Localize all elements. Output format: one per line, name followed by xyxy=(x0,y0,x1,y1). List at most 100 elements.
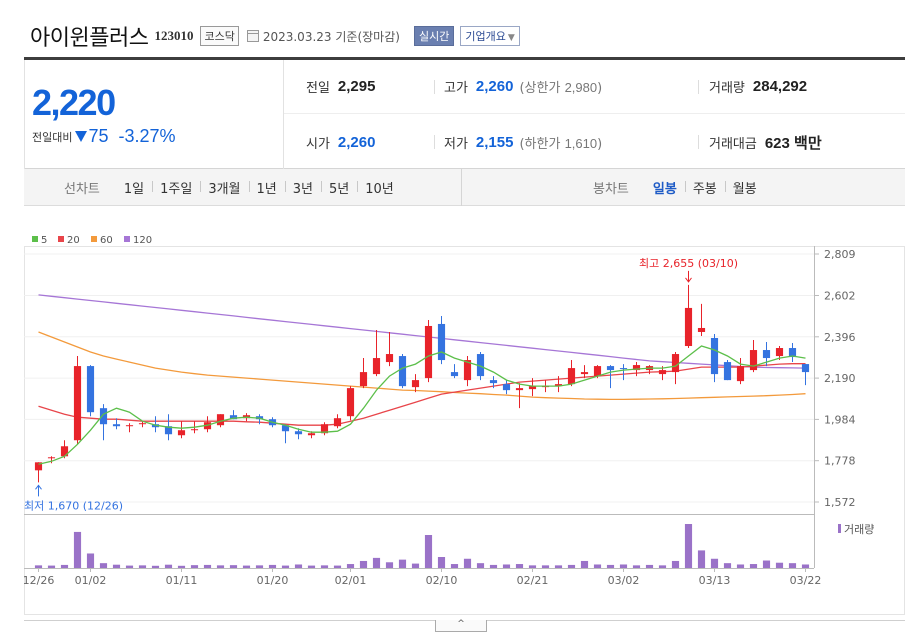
volume-bar xyxy=(801,564,810,568)
volume-bar xyxy=(346,564,355,568)
volume-bar xyxy=(398,559,407,568)
volume-bar xyxy=(372,557,381,568)
candle-body xyxy=(47,457,56,459)
divider xyxy=(698,135,699,149)
period-1w[interactable]: 1주일 xyxy=(152,178,200,197)
volume-bar xyxy=(203,564,212,568)
stat-value: 2,155 xyxy=(475,133,514,151)
candle-body xyxy=(177,430,186,436)
candle-daily[interactable]: 일봉 xyxy=(652,182,677,197)
legend-swatch xyxy=(32,236,38,242)
candle-body xyxy=(320,424,329,434)
stat-label: 저가 xyxy=(444,136,468,152)
volume-bar xyxy=(619,564,628,568)
volume-bar xyxy=(671,560,680,568)
candle-body xyxy=(528,386,537,390)
stat-high: 고가 2,260 (상한가 2,980) xyxy=(444,77,602,96)
period-10y[interactable]: 10년 xyxy=(357,178,402,197)
candle-body xyxy=(593,366,602,377)
candle-weekly[interactable]: 주봉 xyxy=(684,178,725,197)
volume-bar xyxy=(710,558,719,568)
candle-body xyxy=(112,424,121,427)
candle-monthly[interactable]: 월봉 xyxy=(724,178,765,197)
period-3y[interactable]: 3년 xyxy=(284,178,321,197)
candle-body xyxy=(294,431,303,435)
stat-value: 284,292 xyxy=(752,78,808,95)
ma20-line xyxy=(38,363,806,426)
candle-body xyxy=(697,327,706,332)
change-percent: -3.27% xyxy=(118,126,176,146)
x-tick-label: 12/26 xyxy=(24,574,54,587)
quote-date: 2023.03.23 기준(장마감) xyxy=(263,28,400,45)
stat-label: 전일 xyxy=(306,81,330,96)
legend-label: 20 xyxy=(67,235,80,246)
x-tick-label: 03/02 xyxy=(608,574,640,587)
change-label: 전일대비 xyxy=(32,130,73,144)
candle-body xyxy=(190,429,199,431)
candle-body xyxy=(749,350,758,371)
volume-bar xyxy=(658,565,667,568)
y-tick-label: 1,984 xyxy=(824,413,856,426)
volume-bar xyxy=(632,565,641,568)
candle-body xyxy=(372,358,381,375)
company-overview-button[interactable]: 기업개요 ▼ xyxy=(460,26,520,46)
stat-prev-close: 전일 2,295 xyxy=(306,77,375,96)
volume-bar xyxy=(541,565,550,568)
candle-body xyxy=(775,348,784,357)
current-price-box: 2,220 전일대비 75 -3.27% xyxy=(24,60,284,169)
candle-body xyxy=(671,354,680,373)
volume-bar xyxy=(515,564,524,568)
stat-value: 623 백만 xyxy=(765,132,822,153)
stat-upper-limit: (상한가 2,980) xyxy=(519,80,603,96)
volume-bar xyxy=(86,553,95,568)
candle-body xyxy=(619,368,628,370)
volume-bar xyxy=(229,565,238,568)
volume-bar xyxy=(723,563,732,568)
volume-bar xyxy=(34,565,43,568)
stat-lower-limit: (하한가 1,610) xyxy=(519,135,603,152)
stats-row-1: 전일 2,295 고가 2,260 (상한가 2,980) 거래량 284,29… xyxy=(284,60,905,114)
stats-row-2: 시가 2,260 저가 2,155 (하한가 1,610) 거래대금 623 백… xyxy=(284,115,905,169)
candle-body xyxy=(411,380,420,388)
candle-body xyxy=(398,356,407,387)
ma60-line xyxy=(38,331,806,401)
volume-bar xyxy=(749,564,758,568)
candle-body xyxy=(229,415,238,420)
y-tick-label: 2,396 xyxy=(824,331,856,344)
volume-legend-swatch xyxy=(838,524,841,533)
y-tick-label: 2,190 xyxy=(824,372,856,385)
line-chart-title: 선차트 xyxy=(64,182,100,197)
chart-period-toolbar: 선차트 1일 1주일 3개월 1년 3년 5년 10년 봉차트 일봉 주봉 월봉 xyxy=(24,169,905,206)
change-row: 전일대비 75 -3.27% xyxy=(32,126,176,147)
legend-swatch xyxy=(58,236,64,242)
stat-volume: 거래량 284,292 xyxy=(709,77,807,96)
candle-body xyxy=(216,414,225,426)
candle-chart-periods: 봉차트 일봉 주봉 월봉 xyxy=(593,169,765,206)
candle-body xyxy=(281,425,290,432)
period-5y[interactable]: 5년 xyxy=(321,178,357,197)
period-1y[interactable]: 1년 xyxy=(248,178,285,197)
volume-bar xyxy=(437,557,446,568)
legend-swatch xyxy=(91,236,97,242)
divider xyxy=(434,80,435,94)
collapse-chart-button[interactable]: ^ xyxy=(435,620,487,632)
change-value: 75 xyxy=(88,126,109,146)
candle-body xyxy=(580,372,589,375)
stat-low: 저가 2,155 (하한가 1,610) xyxy=(444,133,602,152)
divider xyxy=(434,135,435,149)
volume-bar xyxy=(294,564,303,568)
candle-body xyxy=(723,362,732,381)
candle-body xyxy=(164,426,173,435)
volume-bar xyxy=(281,565,290,568)
volume-bar xyxy=(242,565,251,568)
current-price: 2,220 xyxy=(32,82,116,123)
period-1d[interactable]: 1일 xyxy=(123,182,145,197)
amount-value: 623 xyxy=(764,134,790,152)
low-arrow-head xyxy=(35,484,42,490)
market-badge: 코스닥 xyxy=(200,26,239,46)
realtime-button[interactable]: 실시간 xyxy=(413,26,455,46)
x-tick-label: 02/10 xyxy=(426,574,458,587)
candle-body xyxy=(567,368,576,385)
volume-bar xyxy=(775,562,784,568)
period-3m[interactable]: 3개월 xyxy=(200,178,248,197)
